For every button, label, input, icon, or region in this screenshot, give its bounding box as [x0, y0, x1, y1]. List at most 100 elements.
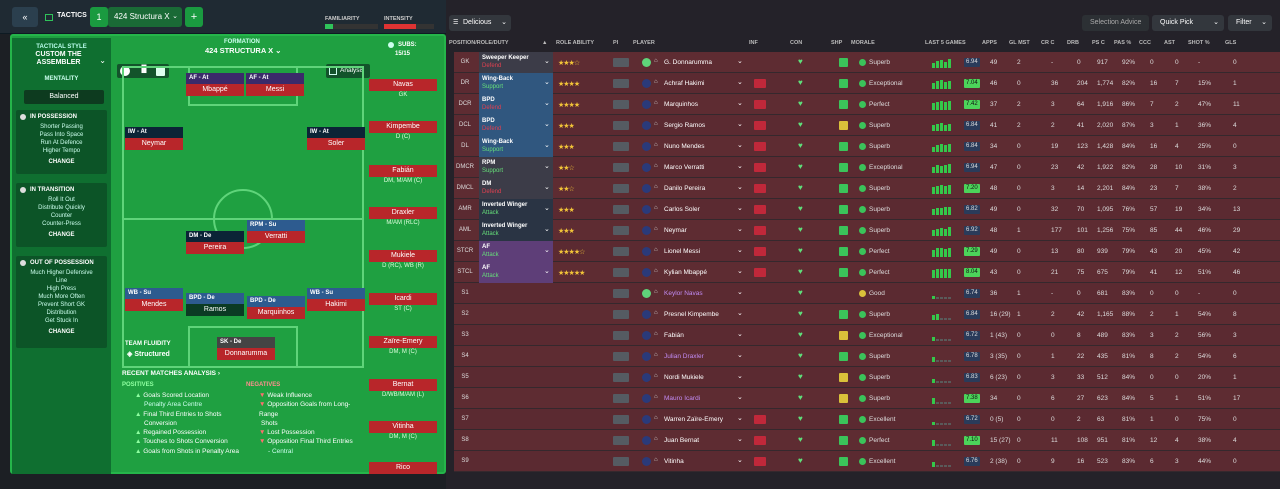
pi-icon[interactable] — [613, 289, 629, 298]
player-name[interactable]: G. Donnarumma — [664, 59, 713, 66]
chevron-down-icon[interactable]: ⌄ — [544, 100, 550, 107]
player-token-bpd-left[interactable]: BPD - De Ramos — [186, 293, 244, 316]
pi-icon[interactable] — [613, 394, 629, 403]
col-header[interactable]: PLAYER — [633, 40, 655, 46]
role-cell[interactable]: Wing-Back Support — [479, 73, 553, 94]
player-token-rpm[interactable]: RPM - Su Verratti — [247, 220, 305, 243]
formation-select[interactable]: 424 STRUCTURA X ⌄ — [205, 46, 281, 55]
col-header[interactable]: MORALE — [851, 40, 875, 46]
player-name[interactable]: Lionel Messi — [664, 248, 701, 255]
col-header[interactable]: PAS % — [1114, 40, 1132, 46]
pi-icon[interactable] — [613, 268, 629, 277]
player-name[interactable]: Presnel Kimpembe — [664, 311, 719, 318]
recent-matches-analysis-link[interactable]: RECENT MATCHES ANALYSIS › — [122, 370, 221, 377]
role-cell[interactable]: BPD Defend — [479, 115, 553, 136]
pi-icon[interactable] — [613, 415, 629, 424]
player-name[interactable]: Carlos Soler — [664, 206, 700, 213]
col-header[interactable]: CON — [790, 40, 803, 46]
table-row[interactable]: S9 ⌂ Vitinha ⌄ ♥ Excellent 6.76 2 (38) 0 9 16 523 83… — [454, 451, 1280, 472]
chevron-down-icon[interactable]: ⌄ — [544, 121, 550, 128]
player-name[interactable]: Julian Draxler — [664, 353, 704, 360]
table-row[interactable]: DMCR RPM Support ⌄ ★★☆ ⌂ Marco Verratti ⌄ ♥ Excep… — [454, 157, 1280, 178]
stats-view-icon[interactable]: ▐▌ — [139, 66, 149, 73]
table-row[interactable]: GK Sweeper Keeper Defend ⌄ ★★★☆ ⌂ G. Donnarumm… — [454, 52, 1280, 73]
role-cell[interactable]: AF Attack — [479, 241, 553, 262]
player-token-wb-right[interactable]: WB - Su Hakimi — [307, 288, 365, 311]
player-name[interactable]: Warren Zaïre-Emery — [664, 416, 723, 423]
player-token-iw-right[interactable]: IW - At Soler — [307, 127, 365, 150]
col-header[interactable]: GLS — [1225, 40, 1237, 46]
chevron-down-icon[interactable]: ⌄ — [737, 415, 743, 422]
chevron-down-icon[interactable]: ⌄ — [737, 268, 743, 275]
chevron-down-icon[interactable]: ⌄ — [737, 247, 743, 254]
chevron-down-icon[interactable]: ⌄ — [737, 352, 743, 359]
role-cell[interactable]: DM Defend — [479, 178, 553, 199]
chevron-down-icon[interactable]: ⌄ — [737, 184, 743, 191]
table-row[interactable]: DMCL DM Defend ⌄ ★★☆ ⌂ Danilo Pereira ⌄ ♥ Superb 7… — [454, 178, 1280, 199]
player-token-bpd-right[interactable]: BPD - De Marquinhos — [247, 296, 305, 319]
chevron-down-icon[interactable]: ⌄ — [737, 331, 743, 338]
chevron-down-icon[interactable]: ⌄ — [737, 79, 743, 86]
col-header[interactable]: AST — [1164, 40, 1175, 46]
col-header[interactable]: PI — [613, 40, 619, 46]
sub-slot[interactable]: Icardi ST (C) — [369, 293, 437, 312]
table-row[interactable]: STCR AF Attack ⌄ ★★★★☆ ⌂ Lionel Messi ⌄ ♥ Perfect… — [454, 241, 1280, 262]
chevron-down-icon[interactable]: ⌄ — [544, 142, 550, 149]
pi-icon[interactable] — [613, 184, 629, 193]
tactic-slot[interactable]: 1 — [90, 7, 108, 27]
player-token-dm[interactable]: DM - De Pereira — [186, 231, 244, 254]
col-header[interactable]: INF — [749, 40, 758, 46]
player-name[interactable]: Danilo Pereira — [664, 185, 706, 192]
table-row[interactable]: S1 ⌂ Keylor Navas ⌄ ♥ Good 6.74 36 1 - 0 681 83% 0 0 - 0 — [454, 283, 1280, 304]
chevron-down-icon[interactable]: ⌄ — [737, 58, 743, 65]
chevron-down-icon[interactable]: ⌄ — [737, 457, 743, 464]
player-name[interactable]: Kylian Mbappé — [664, 269, 707, 276]
player-name[interactable]: Mauro Icardi — [664, 395, 701, 402]
pi-icon[interactable] — [613, 310, 629, 319]
sub-slot[interactable]: Mukiele D (RC), WB (R) — [369, 250, 437, 269]
pi-icon[interactable] — [613, 331, 629, 340]
col-header[interactable]: SHP — [831, 40, 843, 46]
chevron-down-icon[interactable]: ⌄ — [544, 79, 550, 86]
chevron-down-icon[interactable]: ⌄ — [737, 310, 743, 317]
pi-icon[interactable] — [613, 58, 629, 67]
role-cell[interactable]: Inverted Winger Attack — [479, 220, 553, 241]
sub-slot[interactable]: Bernat D/WB/M/AM (L) — [369, 379, 437, 398]
table-row[interactable]: S5 ⌂ Nordi Mukiele ⌄ ♥ Superb 6.83 6 (23) 0 3 33 51… — [454, 367, 1280, 388]
col-header[interactable]: PS C — [1092, 40, 1105, 46]
col-header[interactable]: LAST 5 GAMES — [925, 40, 966, 46]
table-row[interactable]: S6 ⌂ Mauro Icardi ⌄ ♥ Superb 7.38 34 0 6 27 623 84% 5… — [454, 388, 1280, 409]
col-header[interactable]: GL MST — [1009, 40, 1030, 46]
mentality-select[interactable]: Balanced — [24, 90, 104, 104]
selection-advice-button[interactable]: Selection Advice — [1082, 15, 1150, 31]
player-token-wb-left[interactable]: WB - Su Mendes — [125, 288, 183, 311]
chevron-down-icon[interactable]: ⌄ — [737, 226, 743, 233]
player-token-af-left[interactable]: AF - At Mbappé — [186, 73, 244, 96]
role-cell[interactable]: BPD Defend — [479, 94, 553, 115]
table-row[interactable]: STCL AF Attack ⌄ ★★★★★ ⌂ Kylian Mbappé ⌄ ♥ Perfec… — [454, 262, 1280, 283]
table-row[interactable]: S7 ⌂ Warren Zaïre-Emery ⌄ ♥ Excellent 6.72 0 (5… — [454, 409, 1280, 430]
back-button[interactable]: « — [12, 7, 38, 27]
table-row[interactable]: DR Wing-Back Support ⌄ ★★★★ ⌂ Achraf Hakimi ⌄ ♥ E… — [454, 73, 1280, 94]
pi-icon[interactable] — [613, 79, 629, 88]
role-cell[interactable]: RPM Support — [479, 157, 553, 178]
pi-icon[interactable] — [613, 100, 629, 109]
quick-pick-button[interactable]: Quick Pick ⌄ — [1152, 15, 1224, 31]
sub-slot[interactable]: Vitinha DM, M (C) — [369, 421, 437, 440]
player-name[interactable]: Marco Verratti — [664, 164, 705, 171]
chevron-down-icon[interactable]: ⌄ — [737, 436, 743, 443]
table-row[interactable]: AMR Inverted Winger Attack ⌄ ★★★ ⌂ Carlos Sole… — [454, 199, 1280, 220]
player-name[interactable]: Marquinhos — [664, 101, 698, 108]
player-name[interactable]: Nordi Mukiele — [664, 374, 704, 381]
sub-slot[interactable]: Fabián DM, M/AM (C) — [369, 165, 437, 184]
table-row[interactable]: S4 ⌂ Julian Draxler ⌄ ♥ Superb 6.78 3 (35) 0 1 22 4… — [454, 346, 1280, 367]
pi-icon[interactable] — [613, 205, 629, 214]
pi-icon[interactable] — [613, 226, 629, 235]
pi-icon[interactable] — [613, 163, 629, 172]
chevron-down-icon[interactable]: ⌄ — [737, 373, 743, 380]
player-token-af-right[interactable]: AF - At Messi — [246, 73, 304, 96]
col-header[interactable]: APPS — [982, 40, 997, 46]
chevron-down-icon[interactable]: ⌄ — [737, 121, 743, 128]
player-name[interactable]: Juan Bernat — [664, 437, 700, 444]
table-row[interactable]: AML Inverted Winger Attack ⌄ ★★★ ⌂ Neymar ⌄ ♥ Sup… — [454, 220, 1280, 241]
